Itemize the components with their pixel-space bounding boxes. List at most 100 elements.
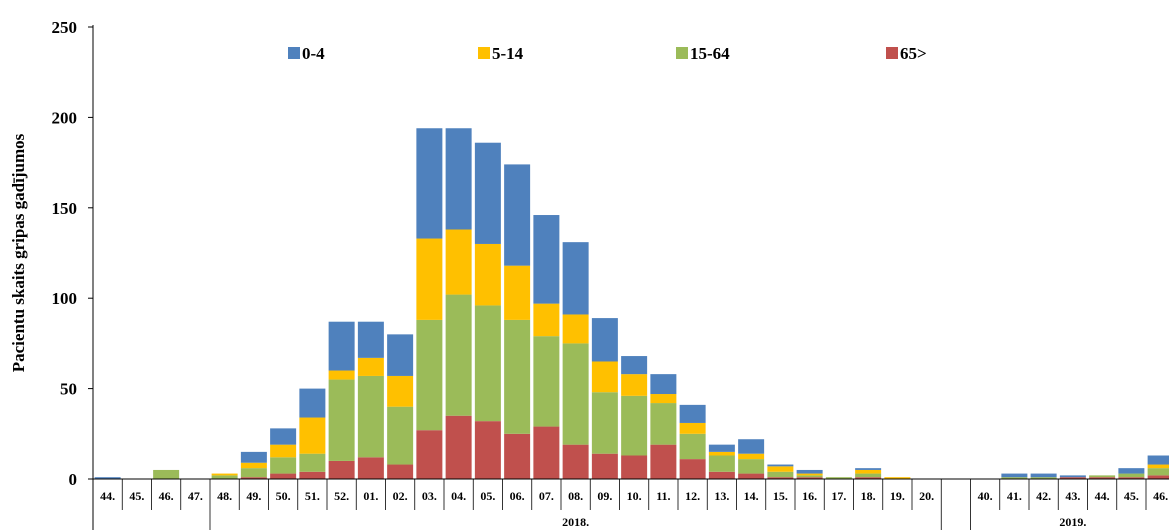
x-tick-label: 44. xyxy=(100,489,115,503)
bar-segment xyxy=(679,422,706,434)
x-tick-label: 08. xyxy=(568,489,583,503)
bar-segment xyxy=(767,471,794,478)
x-tick-label: 05. xyxy=(480,489,495,503)
bar-segment xyxy=(621,356,648,375)
bar-segment xyxy=(270,473,297,479)
x-tick-label: 17. xyxy=(831,489,846,503)
bar-segment xyxy=(562,314,589,344)
legend-label: 0-4 xyxy=(302,44,325,63)
bar-segment xyxy=(328,460,355,479)
bar-segment xyxy=(240,462,267,469)
bar-segment xyxy=(1059,477,1086,479)
bar-segment xyxy=(1118,477,1145,479)
bar-segment xyxy=(855,469,882,474)
x-tick-label: 03. xyxy=(422,489,437,503)
legend-swatch xyxy=(886,47,898,59)
bar-segment xyxy=(621,374,648,396)
bar-segment xyxy=(1118,468,1145,474)
bar-segment xyxy=(650,444,677,479)
bar-segment xyxy=(679,404,706,423)
x-tick-label: 48. xyxy=(217,489,232,503)
legend-label: 5-14 xyxy=(492,44,524,63)
bar-segment xyxy=(796,475,823,478)
bar-segment xyxy=(650,394,677,404)
bar-segment xyxy=(504,319,531,434)
bar-segment xyxy=(328,379,355,461)
bar-segment xyxy=(240,451,267,463)
y-tick-label: 100 xyxy=(52,289,78,308)
x-tick-label: 06. xyxy=(510,489,525,503)
bar-segment xyxy=(1147,468,1169,476)
bar-segment xyxy=(299,471,326,479)
bar-segment xyxy=(738,473,765,479)
legend-label: 65> xyxy=(900,44,927,63)
x-tick-label: 18. xyxy=(861,489,876,503)
bar-segment xyxy=(416,238,443,320)
bar-segment xyxy=(738,459,765,474)
bar-segment xyxy=(240,477,267,479)
bar-segment xyxy=(387,406,414,465)
x-tick-label: 45. xyxy=(129,489,144,503)
bar-segment xyxy=(1118,473,1145,478)
x-axis-labels: 44. 45. 46. 47. 48. 49. 50. 51. 52. 01. 02. 03. 04. 0… xyxy=(100,489,1168,529)
bar-segment xyxy=(1147,455,1169,465)
bar-segment xyxy=(1089,475,1116,478)
x-tick-label: 02. xyxy=(393,489,408,503)
bar-segment xyxy=(1089,477,1116,479)
bar-segment xyxy=(738,439,765,454)
x-tick-label: 15. xyxy=(773,489,788,503)
bar-segment xyxy=(855,473,882,478)
bar-segment xyxy=(387,334,414,376)
bar-segment xyxy=(474,243,501,306)
y-axis-ticks: 0 50 100 150 200 250 xyxy=(52,18,93,489)
bars-layer xyxy=(94,128,1169,479)
bar-segment xyxy=(504,265,531,320)
bar-segment xyxy=(1030,477,1057,479)
bar-segment xyxy=(445,128,472,230)
bar-segment xyxy=(357,357,384,376)
bar-segment xyxy=(474,305,501,422)
bar-segment xyxy=(825,477,852,479)
x-tick-label: 07. xyxy=(539,489,554,503)
legend-label: 15-64 xyxy=(690,44,730,63)
x-tick-label: 50. xyxy=(276,489,291,503)
bar-segment xyxy=(387,464,414,479)
x-tick-label: 04. xyxy=(451,489,466,503)
x-tick-label: 52. xyxy=(334,489,349,503)
bar-segment xyxy=(591,318,618,362)
bar-segment xyxy=(855,477,882,479)
bar-segment xyxy=(591,392,618,454)
x-tick-label: 41. xyxy=(1007,489,1022,503)
bar-segment xyxy=(679,433,706,460)
bar-segment xyxy=(679,459,706,479)
bar-segment xyxy=(299,453,326,472)
x-tick-label: 11. xyxy=(656,489,670,503)
bar-segment xyxy=(767,466,794,472)
x-tick-label: 14. xyxy=(744,489,759,503)
bar-segment xyxy=(211,475,238,479)
bar-segment xyxy=(474,421,501,479)
bar-segment xyxy=(94,477,121,479)
bar-segment xyxy=(357,321,384,358)
bar-segment xyxy=(211,473,238,476)
x-tick-label: 40. xyxy=(978,489,993,503)
bar-segment xyxy=(708,444,735,452)
x-tick-label: 46. xyxy=(1153,489,1168,503)
bar-segment xyxy=(1147,464,1169,469)
bar-segment xyxy=(562,343,589,445)
legend-swatch xyxy=(288,47,300,59)
bar-segment xyxy=(357,457,384,479)
bar-segment xyxy=(1147,475,1169,479)
bar-segment xyxy=(270,457,297,474)
bar-segment xyxy=(591,361,618,393)
x-tick-label: 16. xyxy=(802,489,817,503)
bar-segment xyxy=(796,473,823,476)
bar-segment xyxy=(708,455,735,472)
x-tick-label: 42. xyxy=(1036,489,1051,503)
y-tick-label: 200 xyxy=(52,108,78,127)
x-tick-label: 20. xyxy=(919,489,934,503)
bar-segment xyxy=(416,128,443,239)
x-tick-label: 45. xyxy=(1124,489,1139,503)
x-tick-label: 46. xyxy=(159,489,174,503)
